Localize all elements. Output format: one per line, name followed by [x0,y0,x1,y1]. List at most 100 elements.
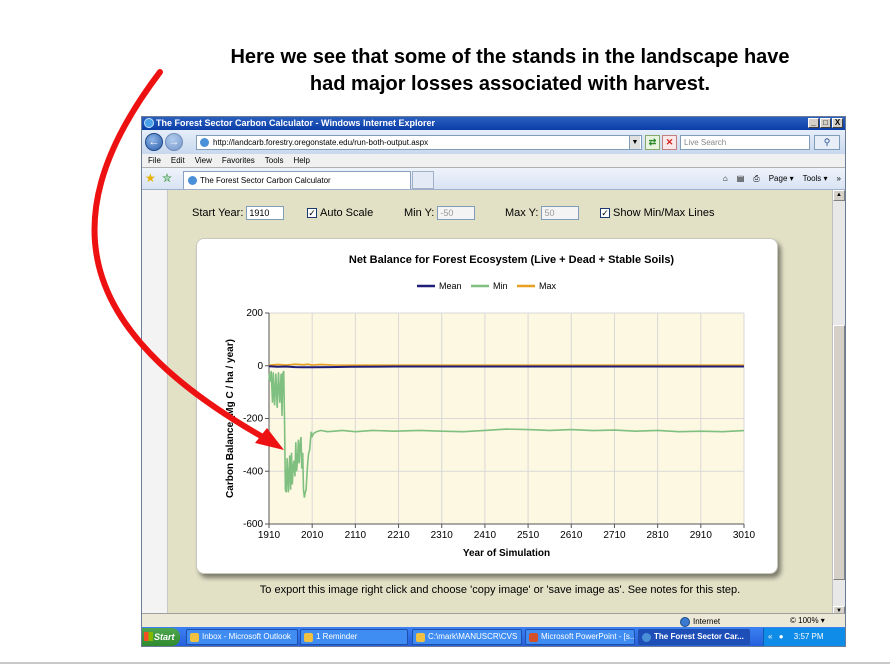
task-reminder-label: 1 Reminder [316,632,358,641]
task-powerpoint[interactable]: Microsoft PowerPoint - [s... [525,629,635,645]
forward-arrow-icon[interactable]: → [165,133,183,151]
feeds-icon[interactable]: ▤ [736,174,745,183]
search-input[interactable]: Live Search [680,135,810,150]
x-tick-label: 2610 [560,530,583,541]
page-content: Start Year: 1910 ✓ Auto Scale Min Y: -50… [142,190,845,619]
window-titlebar[interactable]: The Forest Sector Carbon Calculator - Wi… [142,117,845,130]
ie-icon [144,118,154,128]
start-year-label: Start Year: [192,207,244,219]
task-ie-forest-calculator[interactable]: The Forest Sector Car... [638,629,750,645]
left-gutter [142,190,168,619]
url-dropdown-icon[interactable]: ▼ [629,136,640,149]
task-powerpoint-label: Microsoft PowerPoint - [s... [541,632,635,641]
tab-forest-carbon[interactable]: The Forest Sector Carbon Calculator [183,171,411,189]
series-line-max [268,363,744,366]
taskbar: Start Inbox - Microsoft Outlook 1 Remind… [142,627,845,646]
y-axis-label: Carbon Balance (Mg C / ha / year) [225,339,236,498]
x-tick-label: 2810 [647,530,670,541]
security-zone: Internet [680,615,720,629]
url-text: http://landcarb.forestry.oregonstate.edu… [213,138,429,147]
task-outlook[interactable]: Inbox - Microsoft Outlook [186,629,298,645]
x-tick-label: 2510 [517,530,540,541]
task-folder-label: C:\mark\MANUSCR\CVS [428,632,518,641]
max-y-control: Max Y: 50 [505,204,580,222]
search-icon[interactable]: ⚲ [814,135,840,150]
menu-tools[interactable]: Tools [264,156,284,165]
show-minmax-control: ✓ Show Min/Max Lines [600,204,715,222]
minimize-button[interactable]: _ [808,118,819,128]
x-tick-label: 2410 [474,530,497,541]
task-outlook-label: Inbox - Microsoft Outlook [202,632,291,641]
min-y-control: Min Y: -50 [404,204,476,222]
folder-icon [416,633,425,642]
y-tick-label: 200 [246,308,263,319]
print-icon[interactable]: ⎙ [753,174,760,183]
scroll-up-icon[interactable]: ▲ [833,190,845,201]
task-reminder[interactable]: 1 Reminder [300,629,408,645]
slide-title-line-2: had major losses associated with harvest… [309,73,711,95]
page-icon [200,138,209,147]
zone-label: Internet [693,617,721,626]
task-ie-label: The Forest Sector Car... [654,632,744,641]
window-controls: _ □ X [808,118,843,128]
refresh-icon[interactable]: ⇄ [645,135,660,150]
min-y-input[interactable]: -50 [437,206,476,220]
legend-label-mean: Mean [439,281,462,291]
stop-icon[interactable]: ✕ [662,135,677,150]
add-favorite-icon[interactable]: ✮ [162,171,173,185]
new-tab-button[interactable] [412,171,434,189]
tab-page-icon [188,176,197,185]
tools-menu[interactable]: Tools ▾ [802,174,828,183]
menu-favorites[interactable]: Favorites [221,156,255,165]
start-label: Start [154,632,175,642]
powerpoint-icon [529,633,538,642]
favorites-star-icon[interactable]: ★ [145,171,156,185]
maximize-button[interactable]: □ [820,118,831,128]
x-tick-label: 3010 [733,530,756,541]
vertical-scrollbar[interactable]: ▲ ▼ [832,190,845,619]
menu-bar: File Edit View Favorites Tools Help [142,154,845,168]
menu-view[interactable]: View [194,156,212,165]
address-bar: ← → http://landcarb.forestry.oregonstate… [142,130,845,154]
home-icon[interactable]: ⌂ [722,174,728,183]
min-y-label: Min Y: [404,207,435,219]
close-button[interactable]: X [832,118,843,128]
auto-scale-checkbox[interactable]: ✓ [307,208,317,218]
export-note: To export this image right click and cho… [259,584,741,596]
window-title: The Forest Sector Carbon Calculator - Wi… [156,118,435,128]
menu-file[interactable]: File [148,156,161,165]
x-tick-label: 2310 [431,530,454,541]
max-y-input[interactable]: 50 [541,206,580,220]
legend-label-min: Min [493,281,508,291]
menu-help[interactable]: Help [293,156,310,165]
show-minmax-checkbox[interactable]: ✓ [600,208,610,218]
start-year-input[interactable]: 1910 [246,206,285,220]
scroll-thumb[interactable] [833,325,845,580]
start-year-control: Start Year: 1910 [192,204,285,222]
back-arrow-icon[interactable]: ← [145,133,163,151]
globe-icon [680,617,690,627]
browser-window: The Forest Sector Carbon Calculator - Wi… [141,116,846,647]
menu-edit[interactable]: Edit [170,156,185,165]
tab-bar: ★ ✮ The Forest Sector Carbon Calculator … [142,168,845,190]
chevron-more-icon[interactable]: » [836,174,841,183]
y-tick-label: -200 [243,414,263,425]
windows-flag-icon [144,632,153,641]
start-button[interactable]: Start [142,628,180,646]
auto-scale-control: ✓ Auto Scale [307,204,373,222]
legend-label-max: Max [539,281,557,291]
y-tick-label: -600 [243,519,263,530]
task-explorer-folder[interactable]: C:\mark\MANUSCR\CVS [412,629,522,645]
clock: 3:57 PM [793,632,824,641]
system-tray: « ● 3:57 PM [763,628,845,646]
tray-app-icon[interactable]: ● [778,632,784,641]
zoom-control[interactable]: © 100% ▾ [790,616,825,625]
status-bar: Internet © 100% ▾ [142,613,845,627]
url-input[interactable]: http://landcarb.forestry.oregonstate.edu… [196,135,642,150]
page-menu[interactable]: Page ▾ [768,174,794,183]
tray-expand-icon[interactable]: « [768,632,773,641]
x-tick-label: 2210 [387,530,410,541]
